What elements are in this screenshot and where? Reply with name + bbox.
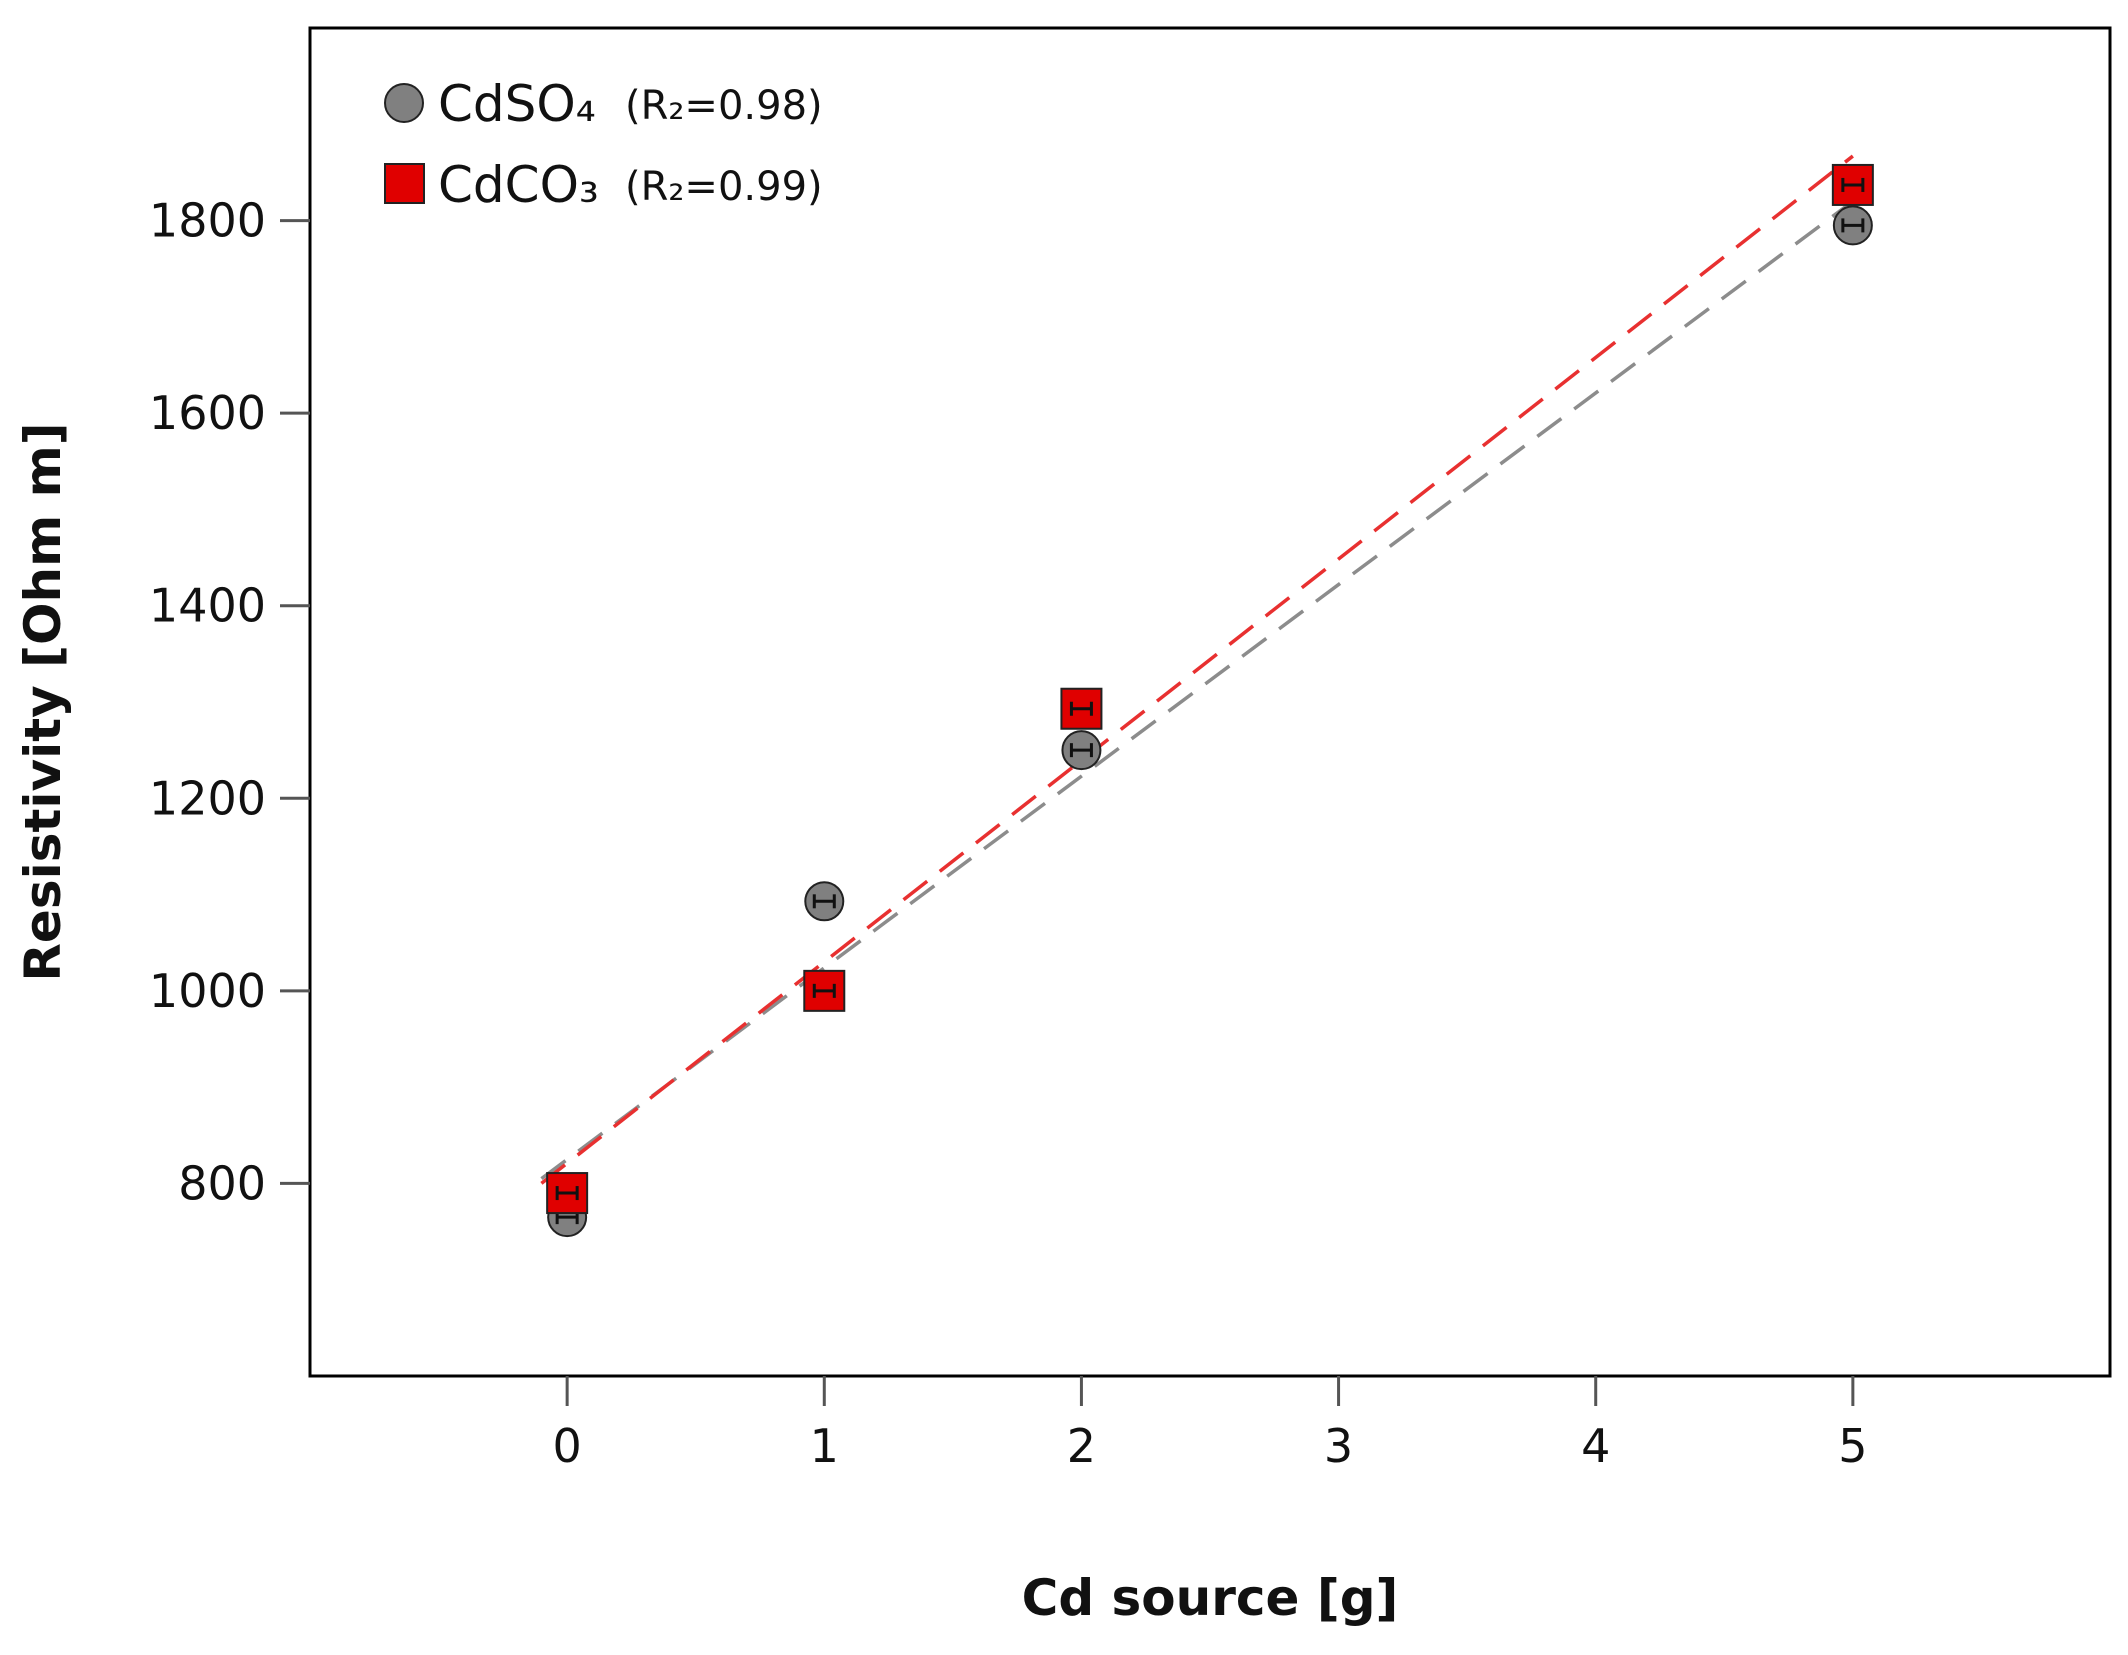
legend-r2-cdso4: (R₂=0.98) [625,83,823,129]
fit-line-cdco3 [540,154,1854,1185]
point-cdso4 [1061,730,1102,771]
y-tick-label: 1800 [149,194,266,248]
y-axis: 800 1000 1200 1400 1600 1800 [149,194,310,1210]
point-cdso4 [1832,205,1873,246]
point-cdco3 [1060,687,1103,730]
fit-line-cdso4 [540,199,1854,1181]
legend-r2-cdco3: (R₂=0.99) [625,164,823,210]
point-cdco3 [1831,163,1874,206]
plot-frame [308,26,2112,1378]
x-tick-label: 1 [810,1419,839,1473]
x-tick-label: 0 [553,1419,582,1473]
y-tick-label: 1600 [149,386,266,440]
legend-marker-cdso4 [384,83,424,123]
y-tick-label: 1200 [149,771,266,825]
x-tick-label: 5 [1838,1419,1867,1473]
x-axis: 0 1 2 3 4 5 [553,1376,1867,1473]
legend-marker-cdco3 [384,163,425,204]
point-cdco3 [803,969,846,1012]
fit-lines [540,154,1854,1185]
x-tick-label: 3 [1324,1419,1353,1473]
x-tick-label: 2 [1067,1419,1096,1473]
y-tick-label: 800 [178,1156,266,1210]
point-cdso4 [804,881,845,922]
legend-label-cdco3: CdCO₃ [438,156,599,214]
legend: CdSO₄ (R₂=0.98) CdCO₃ (R₂=0.99) [384,75,823,214]
x-tick-label: 4 [1581,1419,1610,1473]
point-cdco3 [546,1172,589,1215]
y-tick-label: 1000 [149,964,266,1018]
x-axis-title: Cd source [g] [1022,1569,1399,1627]
legend-label-cdso4: CdSO₄ [438,75,596,133]
y-axis-title: Resistivity [Ohm m] [14,422,72,981]
y-tick-label: 1400 [149,579,266,633]
data-points [546,163,1874,1238]
